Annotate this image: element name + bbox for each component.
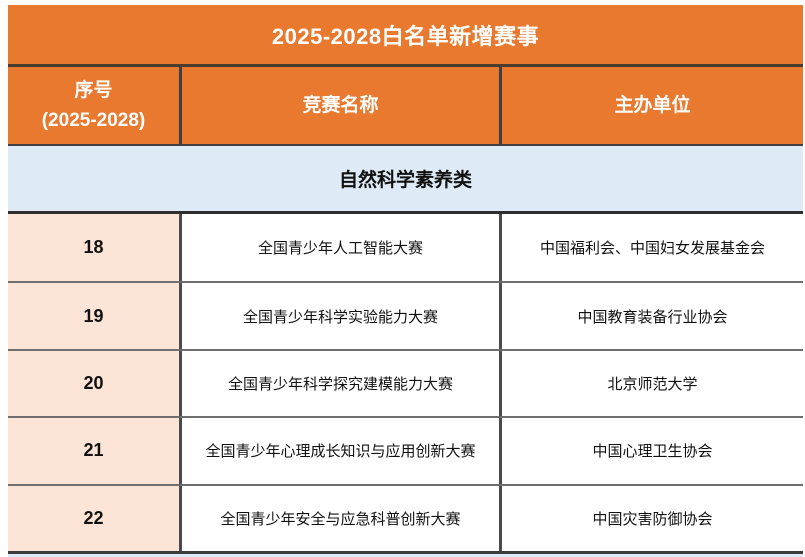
next-section-strip bbox=[8, 550, 803, 557]
cell-organizer: 中国教育装备行业协会 bbox=[577, 308, 728, 326]
section-header-natural-science: 自然科学素养类 bbox=[8, 146, 803, 214]
column-header-competition-name: 竞赛名称 bbox=[182, 67, 502, 144]
table-row: 20 全国青少年科学探究建模能力大赛 北京师范大学 bbox=[8, 348, 803, 417]
column-header-organizer: 主办单位 bbox=[614, 94, 691, 116]
table-row: 19 全国青少年科学实验能力大赛 中国教育装备行业协会 bbox=[8, 281, 803, 349]
cell-seq: 18 bbox=[8, 214, 182, 282]
column-header-row: 序号 (2025-2028) 竞赛名称 主办单位 bbox=[8, 64, 803, 146]
cell-competition-name: 全国青少年人工智能大赛 bbox=[182, 214, 502, 282]
cell-competition-name: 全国青少年科学实验能力大赛 bbox=[182, 283, 502, 349]
table-row: 18 全国青少年人工智能大赛 中国福利会、中国妇女发展基金会 bbox=[8, 214, 803, 282]
cell-organizer: 北京师范大学 bbox=[607, 375, 698, 393]
cell-competition-name: 全国青少年科学探究建模能力大赛 bbox=[182, 350, 502, 417]
column-header-seq-line2: (2025-2028) bbox=[41, 109, 146, 131]
column-header-seq: 序号 (2025-2028) bbox=[8, 67, 182, 144]
cell-competition-name: 全国青少年心理成长知识与应用创新大赛 bbox=[182, 418, 502, 484]
cell-seq: 22 bbox=[8, 485, 182, 551]
cell-organizer: 中国心理卫生协会 bbox=[592, 443, 713, 461]
table-row: 21 全国青少年心理成长知识与应用创新大赛 中国心理卫生协会 bbox=[8, 416, 803, 484]
cell-competition-name: 全国青少年安全与应急科普创新大赛 bbox=[182, 485, 502, 551]
column-header-seq-line1: 序号 bbox=[74, 80, 113, 102]
cell-organizer: 中国灾害防御协会 bbox=[592, 510, 713, 528]
table-title: 2025-2028白名单新增赛事 bbox=[8, 5, 803, 64]
cell-organizer: 中国福利会、中国妇女发展基金会 bbox=[539, 240, 765, 258]
whitelist-competitions-table: 2025-2028白名单新增赛事 序号 (2025-2028) 竞赛名称 主办单… bbox=[8, 5, 803, 557]
cell-seq: 19 bbox=[8, 283, 182, 349]
cell-seq: 20 bbox=[8, 350, 182, 417]
table-row: 22 全国青少年安全与应急科普创新大赛 中国灾害防御协会 bbox=[8, 483, 803, 551]
cell-seq: 21 bbox=[8, 418, 182, 484]
